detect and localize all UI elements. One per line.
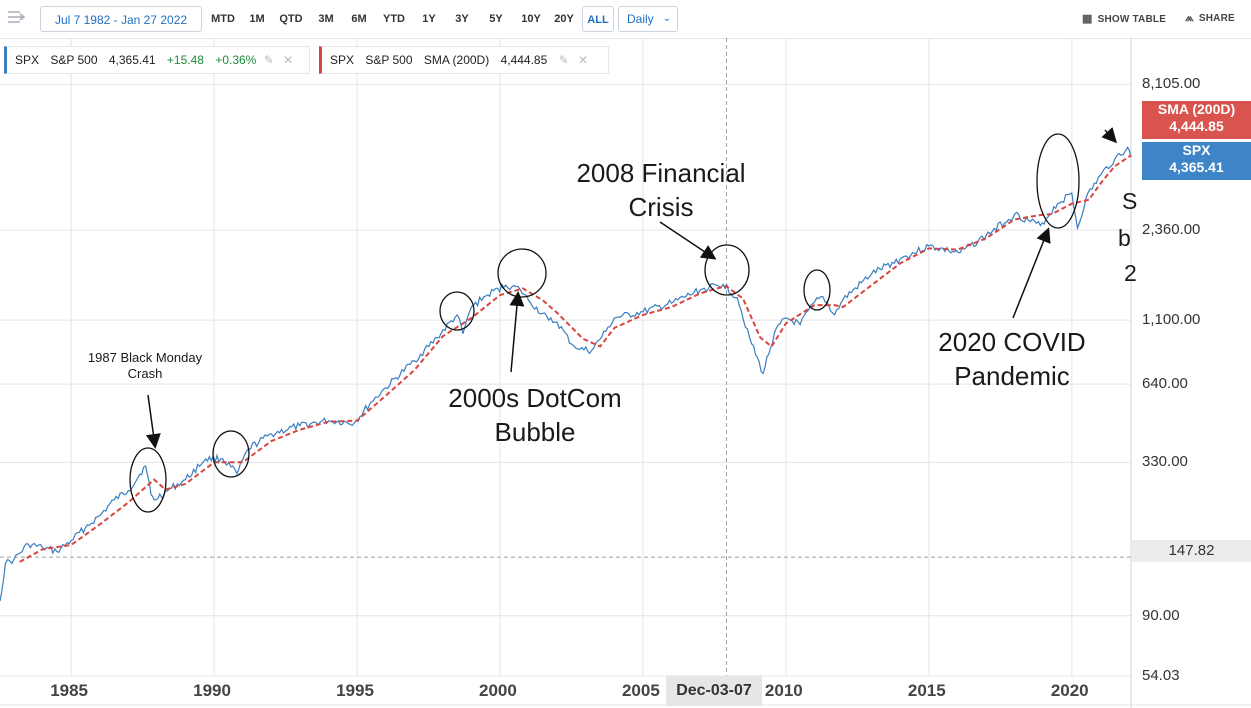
y-tick-label: 330.00 bbox=[1142, 453, 1188, 471]
period-6m[interactable]: 6M bbox=[351, 13, 367, 25]
x-tick-label: 2020 bbox=[1050, 681, 1089, 700]
show-table-label: SHOW TABLE bbox=[1097, 14, 1167, 25]
legend-spx[interactable]: SPX S&P 500 4,365.41 +15.48 +0.36% ✎ ✕ bbox=[4, 46, 310, 74]
period-1y[interactable]: 1Y bbox=[422, 13, 436, 25]
chevron-down-icon: ⌄ bbox=[662, 13, 671, 24]
table-icon: ▦ bbox=[1082, 13, 1093, 25]
crosshair-price-label: 147.82 bbox=[1132, 540, 1251, 562]
x-tick-label: 2005 bbox=[621, 681, 660, 700]
period-qtd[interactable]: QTD bbox=[279, 13, 303, 25]
financial-crisis-arrow bbox=[659, 221, 717, 260]
period-all[interactable]: ALL bbox=[582, 6, 614, 32]
eraser-icon[interactable]: ✎ bbox=[263, 53, 274, 67]
annotation-black-monday: 1987 Black Monday Crash bbox=[87, 350, 203, 381]
legend-sma-indicator: SMA (200D) bbox=[423, 53, 490, 67]
period-5y[interactable]: 5Y bbox=[489, 13, 503, 25]
y-tick-label: 90.00 bbox=[1142, 606, 1180, 624]
legend-spx-change-pct: +0.36% bbox=[215, 53, 257, 67]
dotcom-arrow bbox=[509, 291, 525, 373]
circle-1990 bbox=[212, 430, 250, 478]
spx-price-tag: SPX 4,365.41 bbox=[1142, 142, 1251, 180]
x-tick-label: 1985 bbox=[50, 681, 89, 700]
spx-tag-value: 4,365.41 bbox=[1169, 159, 1224, 175]
dotcom-circle bbox=[497, 248, 547, 298]
y-tick-label: 1,100.00 bbox=[1142, 311, 1201, 329]
chart-toolbar: Jul 7 1982 - Jan 27 2022 MTD 1M QTD 3M 6M YTD… bbox=[0, 0, 1251, 39]
y-tick-label: 8,105.00 bbox=[1142, 75, 1201, 93]
clipped-annotation-fragment: b bbox=[1118, 225, 1131, 251]
y-tick-label: 640.00 bbox=[1142, 375, 1188, 393]
share-icon: ⩕ bbox=[1185, 12, 1194, 24]
annotation-financial-crisis: 2008 Financial Crisis bbox=[576, 158, 746, 222]
period-10y[interactable]: 10Y bbox=[521, 13, 541, 25]
sma-tag-value: 4,444.85 bbox=[1169, 118, 1224, 134]
date-range-button[interactable]: Jul 7 1982 - Jan 27 2022 bbox=[40, 6, 202, 32]
show-table-button[interactable]: ▦ SHOW TABLE bbox=[1082, 12, 1166, 25]
circle-1998 bbox=[439, 291, 475, 331]
period-3y[interactable]: 3Y bbox=[455, 13, 469, 25]
circle-2011 bbox=[803, 269, 831, 311]
y-tick-label: 2,360.00 bbox=[1142, 221, 1201, 239]
legend-spx-symbol: SPX bbox=[15, 53, 40, 67]
legend-spx-name: S&P 500 bbox=[50, 53, 98, 67]
legend-spx-value: 4,365.41 bbox=[108, 53, 156, 67]
period-3m[interactable]: 3M bbox=[318, 13, 334, 25]
clipped-annotation-fragment: 2 bbox=[1124, 260, 1137, 286]
eraser-icon[interactable]: ✎ bbox=[558, 53, 569, 67]
interval-select[interactable]: Daily ⌄ bbox=[618, 6, 678, 32]
crosshair-date-label: Dec-03-07 bbox=[666, 676, 762, 706]
sma-tag-label: SMA (200D) bbox=[1157, 101, 1236, 117]
share-label: SHARE bbox=[1198, 13, 1235, 24]
annotation-covid: 2020 COVID Pandemic bbox=[938, 327, 1086, 391]
black-monday-circle bbox=[129, 447, 167, 513]
legend-sma-value: 4,444.85 bbox=[500, 53, 548, 67]
share-button[interactable]: ⩕ SHARE bbox=[1185, 12, 1235, 25]
latest-price-arrow bbox=[1101, 127, 1118, 144]
period-ytd[interactable]: YTD bbox=[383, 13, 405, 25]
period-20y[interactable]: 20Y bbox=[554, 13, 574, 25]
legend-spx-change: +15.48 bbox=[166, 53, 204, 67]
x-tick-label: 2015 bbox=[907, 681, 946, 700]
covid-arrow bbox=[1012, 227, 1051, 319]
annotation-dotcom: 2000s DotCom Bubble bbox=[448, 383, 622, 447]
legend-sma-symbol: SPX bbox=[330, 53, 355, 67]
x-tick-label: 2010 bbox=[764, 681, 803, 700]
x-tick-label: 2000 bbox=[479, 681, 517, 700]
covid-circle bbox=[1036, 133, 1080, 229]
y-tick-label: 54.03 bbox=[1142, 667, 1180, 684]
period-mtd[interactable]: MTD bbox=[211, 13, 235, 25]
legend-sma-name: S&P 500 bbox=[365, 53, 413, 67]
x-tick-label: 1990 bbox=[193, 681, 231, 700]
interval-value: Daily bbox=[627, 12, 654, 26]
spx-tag-label: SPX bbox=[1182, 142, 1211, 158]
collapse-sidebar-icon[interactable] bbox=[6, 8, 28, 28]
x-tick-label: 1995 bbox=[336, 681, 374, 700]
period-1m[interactable]: 1M bbox=[249, 13, 265, 25]
financial-crisis-circle bbox=[704, 244, 750, 296]
clipped-annotation-fragment: S bbox=[1122, 188, 1138, 214]
legend-sma[interactable]: SPX S&P 500 SMA (200D) 4,444.85 ✎ ✕ bbox=[319, 46, 609, 74]
price-chart[interactable] bbox=[0, 38, 1251, 708]
close-icon[interactable]: ✕ bbox=[578, 53, 589, 67]
close-icon[interactable]: ✕ bbox=[283, 53, 294, 67]
sma-price-tag: SMA (200D) 4,444.85 bbox=[1142, 101, 1251, 139]
black-monday-arrow bbox=[145, 394, 161, 449]
